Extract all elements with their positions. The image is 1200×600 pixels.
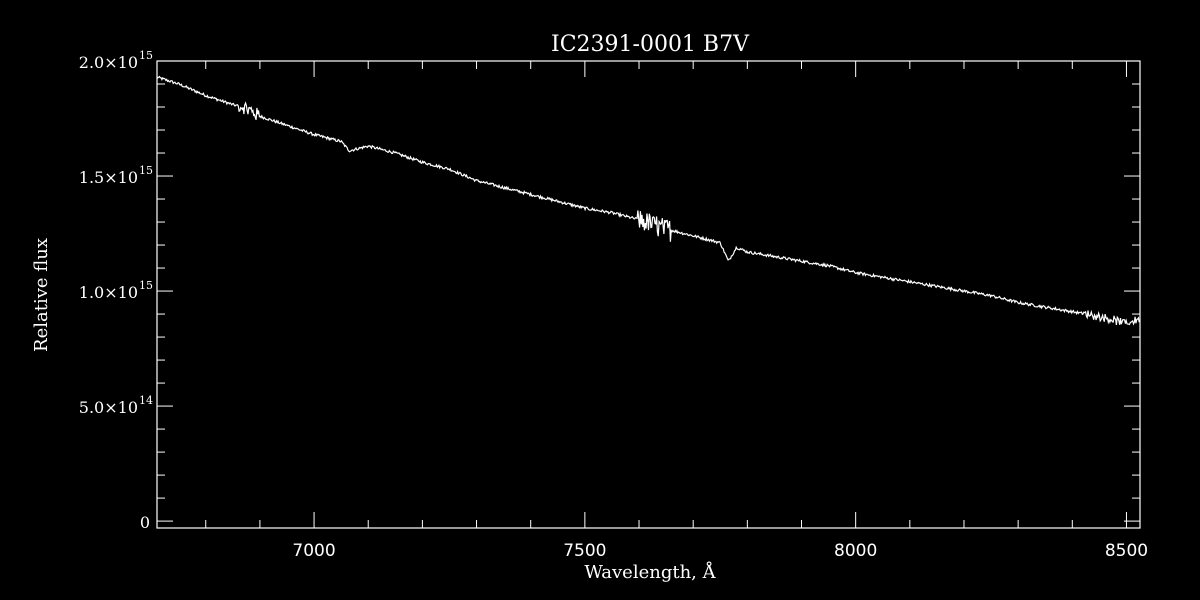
y-axis-label: Relative flux — [31, 238, 52, 352]
y-tick-label: 0 — [140, 513, 150, 532]
ticks — [157, 60, 1140, 528]
x-axis-label: Wavelength, Å — [584, 561, 716, 583]
x-tick-label: 8500 — [1105, 541, 1148, 561]
spectrum-line — [156, 75, 1141, 326]
chart-title: IC2391-0001 B7V — [551, 32, 750, 57]
y-tick-exponent: 15 — [139, 49, 153, 62]
y-tick-label: 5.0×10 — [79, 398, 138, 417]
plot-frame — [156, 60, 1141, 529]
axes — [156, 60, 1141, 529]
y-tick-exponent: 15 — [139, 164, 153, 177]
y-tick-label: 2.0×10 — [79, 53, 138, 72]
y-tick-label: 1.5×10 — [79, 168, 138, 187]
x-tick-label: 7000 — [292, 541, 335, 561]
x-tick-label: 7500 — [563, 541, 606, 561]
x-tick-label: 8000 — [834, 541, 877, 561]
y-tick-label: 1.0×10 — [79, 283, 138, 302]
y-tick-exponent: 15 — [139, 279, 153, 292]
y-tick-exponent: 14 — [139, 394, 153, 407]
